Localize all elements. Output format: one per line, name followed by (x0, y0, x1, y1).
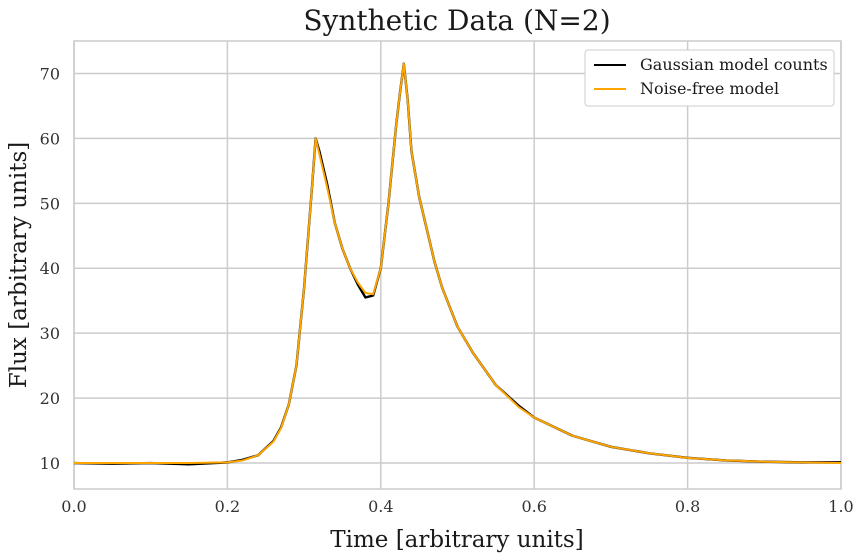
x-tick-label: 0.8 (675, 497, 700, 516)
y-tick-label: 30 (40, 324, 60, 343)
x-axis-label: Time [arbitrary units] (330, 527, 583, 553)
y-tick-label: 40 (40, 259, 60, 278)
chart-title: Synthetic Data (N=2) (303, 4, 610, 37)
tick-labels: 0.0 0.2 0.4 0.6 0.8 1.0 10 20 30 40 50 60 70 (40, 64, 854, 516)
x-tick-label: 0.4 (368, 497, 393, 516)
plot-frame (73, 40, 842, 490)
y-tick-label: 60 (40, 129, 60, 148)
x-tick-label: 0.0 (61, 497, 86, 516)
legend-label-gaussian: Gaussian model counts (640, 55, 828, 74)
legend-box (584, 49, 835, 107)
legend: Gaussian model counts Noise-free model (584, 49, 835, 107)
y-tick-label: 70 (40, 64, 60, 83)
x-tick-label: 0.6 (521, 497, 546, 516)
x-tick-label: 0.2 (215, 497, 240, 516)
y-tick-label: 20 (40, 389, 60, 408)
series-line-noise-free-model (74, 62, 842, 465)
legend-label-noise-free: Noise-free model (640, 79, 779, 98)
x-tick-label: 1.0 (828, 497, 853, 516)
y-tick-label: 50 (40, 194, 60, 213)
series-layer (73, 62, 842, 466)
y-axis-label: Flux [arbitrary units] (6, 142, 32, 388)
y-tick-label: 10 (40, 454, 60, 473)
